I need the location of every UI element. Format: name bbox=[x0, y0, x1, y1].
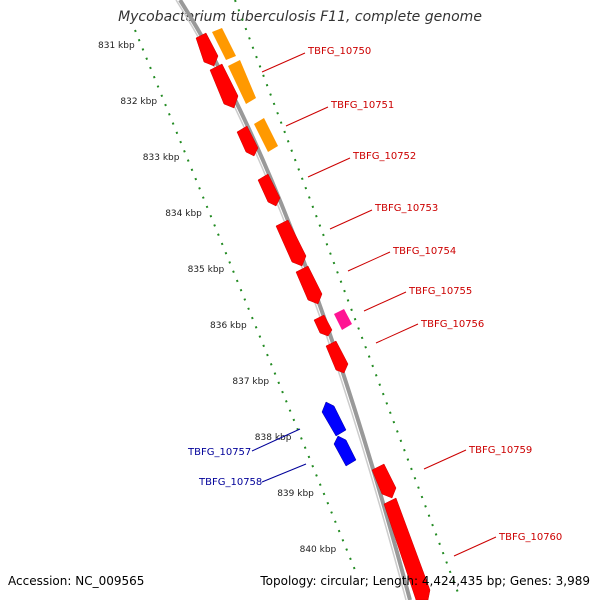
map-title: Mycobacterium tuberculosis F11, complete… bbox=[118, 9, 482, 25]
gene-arrow-10758 bbox=[333, 435, 357, 467]
leader-10754 bbox=[347, 251, 391, 272]
leader-10750 bbox=[261, 52, 306, 73]
gene-label-10752: TBFG_10752 bbox=[352, 151, 416, 162]
kbp-label: 834 kbp bbox=[165, 209, 202, 219]
accession-text: Accession: NC_009565 bbox=[8, 574, 145, 588]
kbp-label: 832 kbp bbox=[120, 97, 157, 107]
kbp-label: 840 kbp bbox=[300, 545, 337, 555]
kbp-label: 835 kbp bbox=[188, 265, 225, 275]
pink-feature bbox=[334, 309, 352, 330]
leader-10755 bbox=[363, 291, 407, 312]
orange-features bbox=[212, 28, 278, 152]
genome-backbone bbox=[178, 0, 412, 600]
genome-stats-text: Topology: circular; Length: 4,424,435 bp… bbox=[260, 574, 590, 588]
leader-10759 bbox=[423, 449, 467, 470]
kbp-label: 838 kbp bbox=[255, 433, 292, 443]
leader-10757 bbox=[251, 428, 301, 452]
right-scale-line bbox=[234, 0, 461, 599]
orange-feature-3 bbox=[254, 118, 278, 152]
reverse-genes bbox=[321, 401, 357, 467]
gene-label-10759: TBFG_10759 bbox=[468, 445, 532, 456]
gene-label-10754: TBFG_10754 bbox=[392, 246, 456, 257]
forward-gene-labels: TBFG_10750 TBFG_10751 TBFG_10752 TBFG_10… bbox=[307, 46, 562, 543]
gene-arrow-10751 bbox=[236, 125, 259, 157]
kbp-label: 831 kbp bbox=[98, 41, 135, 51]
gene-arrow-10750a bbox=[195, 32, 219, 67]
kbp-label: 833 kbp bbox=[143, 153, 180, 163]
label-leader-lines bbox=[251, 52, 497, 557]
gene-arrow-10757 bbox=[321, 401, 347, 437]
gene-label-10750: TBFG_10750 bbox=[307, 46, 371, 57]
reverse-gene-labels: TBFG_10757 TBFG_10758 bbox=[187, 447, 262, 488]
genome-backbone-highlight bbox=[175, 0, 407, 600]
kbp-scale-line bbox=[134, 29, 356, 571]
gene-label-10760: TBFG_10760 bbox=[498, 532, 562, 543]
gene-label-10757: TBFG_10757 bbox=[187, 447, 251, 458]
orange-feature-1 bbox=[212, 28, 236, 60]
leader-10758 bbox=[261, 463, 307, 483]
gene-arrow-10759 bbox=[371, 463, 397, 499]
gene-arrow-10754 bbox=[295, 265, 323, 305]
leader-10751 bbox=[285, 106, 329, 127]
leader-10753 bbox=[329, 209, 373, 230]
gene-label-10755: TBFG_10755 bbox=[408, 286, 472, 297]
gene-label-10758: TBFG_10758 bbox=[198, 477, 262, 488]
gene-arrow-10760 bbox=[383, 497, 431, 600]
gene-label-10753: TBFG_10753 bbox=[374, 203, 438, 214]
gene-arrow-10753 bbox=[275, 219, 307, 267]
forward-genes bbox=[195, 32, 431, 600]
gene-label-10751: TBFG_10751 bbox=[330, 100, 394, 111]
orange-feature-2 bbox=[228, 60, 256, 104]
gene-arrow-10755 bbox=[313, 314, 333, 337]
kbp-label: 839 kbp bbox=[277, 489, 314, 499]
leader-10760 bbox=[453, 536, 497, 557]
gene-arrow-10756 bbox=[325, 340, 349, 374]
kbp-label: 836 kbp bbox=[210, 321, 247, 331]
leader-10756 bbox=[375, 323, 419, 344]
gene-label-10756: TBFG_10756 bbox=[420, 319, 484, 330]
leader-10752 bbox=[307, 157, 351, 178]
gene-arrow-10752 bbox=[257, 173, 281, 207]
kbp-tick-labels: 831 kbp 832 kbp 833 kbp 834 kbp 835 kbp 836 k… bbox=[98, 41, 337, 555]
kbp-label: 837 kbp bbox=[232, 377, 269, 387]
gene-arrow-10750 bbox=[209, 63, 239, 109]
